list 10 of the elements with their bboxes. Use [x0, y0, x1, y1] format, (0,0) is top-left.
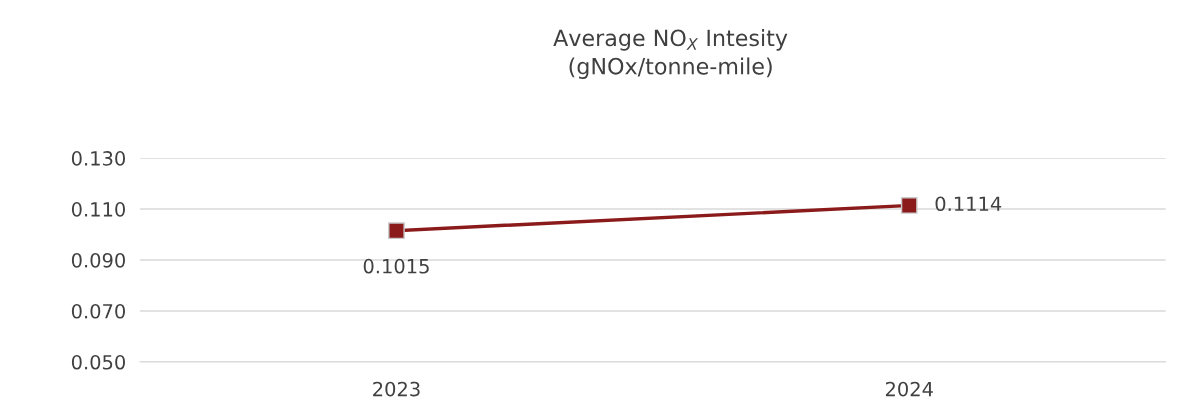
data-label: 0.1114	[935, 196, 1002, 212]
y-tick-label: 0.050	[71, 354, 125, 370]
y-tick-label: 0.110	[71, 202, 125, 217]
x-tick-label: 2023	[373, 381, 420, 397]
data-label: 0.1015	[363, 258, 429, 274]
y-tick-label: 0.090	[71, 252, 125, 268]
chart-title: Average NO$_{X}$ Intesity (gNOx/tonne-mile)	[553, 29, 788, 79]
y-tick-label: 0.130	[71, 151, 125, 166]
x-tick-label: 2024	[885, 381, 933, 397]
y-tick-label: 0.070	[71, 303, 125, 319]
